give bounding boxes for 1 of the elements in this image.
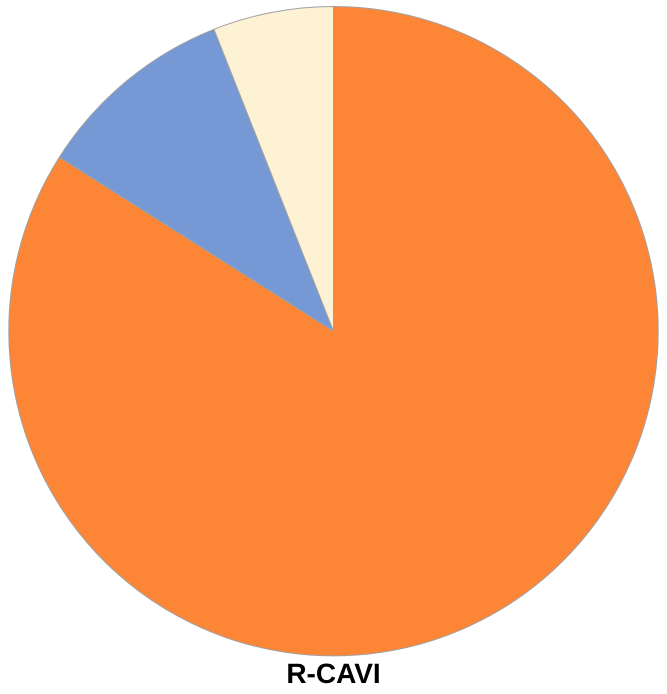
text: R-CAVI bbox=[286, 658, 381, 689]
